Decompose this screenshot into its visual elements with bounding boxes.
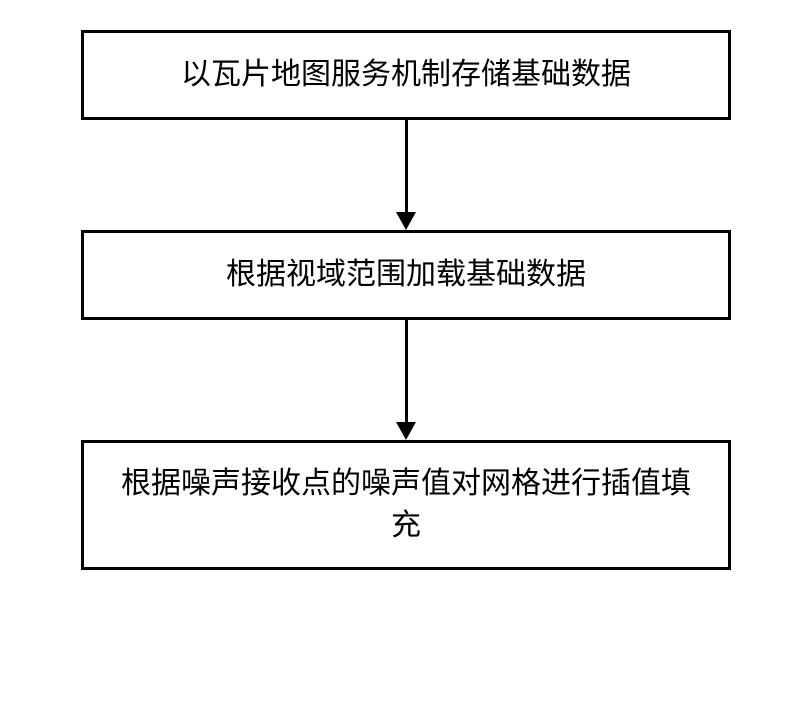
flowchart-node-3: 根据噪声接收点的噪声值对网格进行插值填充	[81, 440, 731, 570]
node-1-label: 以瓦片地图服务机制存储基础数据	[181, 54, 631, 96]
flowchart-node-2: 根据视域范围加载基础数据	[81, 230, 731, 320]
flowchart-arrow-2	[396, 320, 416, 440]
arrow-1-head	[396, 212, 416, 230]
node-3-label: 根据噪声接收点的噪声值对网格进行插值填充	[108, 463, 704, 547]
arrow-2-head	[396, 422, 416, 440]
node-2-label: 根据视域范围加载基础数据	[226, 254, 586, 296]
flowchart-arrow-1	[396, 120, 416, 230]
arrow-2-line	[405, 320, 408, 422]
flowchart-node-1: 以瓦片地图服务机制存储基础数据	[81, 30, 731, 120]
flowchart-container: 以瓦片地图服务机制存储基础数据 根据视域范围加载基础数据 根据噪声接收点的噪声值…	[81, 30, 731, 570]
arrow-1-line	[405, 120, 408, 212]
